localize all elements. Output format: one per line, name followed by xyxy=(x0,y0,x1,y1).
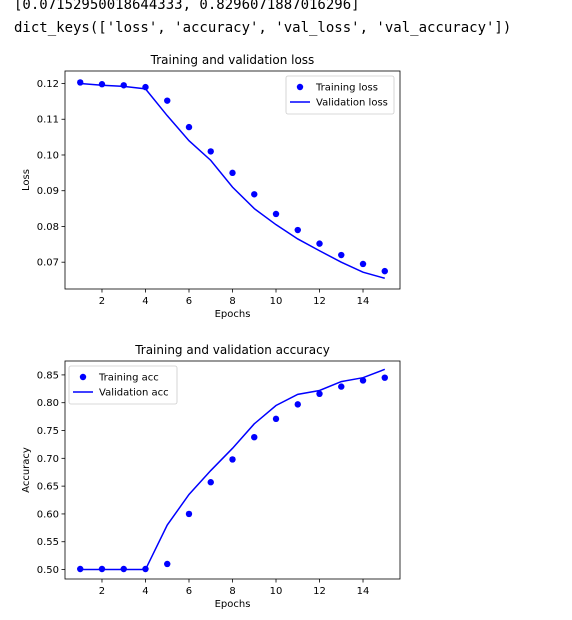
legend-label: Training loss xyxy=(315,83,378,94)
data-point-training xyxy=(381,374,388,381)
x-tick-label: 6 xyxy=(186,296,192,307)
y-axis-label: Accuracy xyxy=(21,447,32,493)
series-line-validation xyxy=(80,82,385,280)
y-axis-label: Loss xyxy=(21,169,32,191)
y-tick-label: 0.08 xyxy=(37,222,59,233)
legend-label: Validation loss xyxy=(316,98,388,109)
data-point-training xyxy=(316,240,323,247)
x-tick-label: 12 xyxy=(313,296,326,307)
x-tick-label: 8 xyxy=(229,296,235,307)
x-tick-label: 2 xyxy=(99,586,105,597)
data-point-training xyxy=(120,82,127,89)
y-tick-label: 0.80 xyxy=(37,398,59,409)
data-point-training xyxy=(207,479,214,486)
x-axis-label: Epochs xyxy=(215,599,251,610)
accuracy-chart: Training and validation accuracy 2 4 6 8 10 12… xyxy=(21,343,401,610)
legend-marker-training xyxy=(296,83,304,91)
data-point-training xyxy=(251,191,258,198)
data-point-training xyxy=(272,415,280,423)
y-tick-label: 0.60 xyxy=(37,509,59,520)
loss-chart: Training and validation loss 2 4 6 8 10 12 14 0.… xyxy=(21,53,401,320)
data-point-training xyxy=(185,123,193,131)
data-point-training xyxy=(185,510,193,518)
chart-title: Training and validation loss xyxy=(150,53,315,67)
y-tick-label: 0.85 xyxy=(37,370,59,381)
y-tick-label: 0.11 xyxy=(37,115,59,126)
output-line-metrics: [0.07152950018644333, 0.8296071887016296… xyxy=(14,0,360,13)
x-tick-label: 2 xyxy=(99,296,105,307)
x-tick-label: 14 xyxy=(357,586,370,597)
legend-marker-training xyxy=(79,373,87,381)
output-line-dict-keys: dict_keys(['loss', 'accuracy', 'val_loss… xyxy=(14,20,512,36)
chart-title: Training and validation accuracy xyxy=(134,343,330,357)
y-tick-label: 0.12 xyxy=(37,79,59,90)
x-tick-label: 6 xyxy=(186,586,192,597)
x-axis-label: Epochs xyxy=(215,309,251,320)
data-point-training xyxy=(207,148,214,155)
legend-label: Validation acc xyxy=(99,388,169,399)
x-tick-label: 10 xyxy=(270,296,283,307)
x-tick-label: 4 xyxy=(142,296,148,307)
data-point-training xyxy=(294,226,301,234)
x-tick-label: 4 xyxy=(142,586,148,597)
y-tick-label: 0.55 xyxy=(37,537,59,548)
x-tick-label: 10 xyxy=(270,586,283,597)
data-point-training xyxy=(294,401,301,408)
x-tick-label: 14 xyxy=(357,296,370,307)
data-point-training xyxy=(77,79,84,86)
legend-box xyxy=(68,365,178,405)
x-tick-label: 12 xyxy=(313,586,326,597)
y-tick-label: 0.70 xyxy=(37,454,59,465)
legend-label: Training acc xyxy=(98,373,159,384)
data-point-training xyxy=(164,560,171,568)
data-point-training xyxy=(359,377,367,384)
series-line-validation xyxy=(80,368,386,571)
y-tick-label: 0.09 xyxy=(37,186,59,197)
data-point-training xyxy=(164,97,171,104)
data-point-training xyxy=(272,210,280,218)
data-point-training xyxy=(229,456,236,463)
x-tick-label: 8 xyxy=(229,586,235,597)
data-point-training xyxy=(98,81,106,88)
data-point-training xyxy=(251,433,258,441)
legend-box xyxy=(285,75,395,115)
y-tick-label: 0.50 xyxy=(37,565,59,576)
data-point-training xyxy=(338,251,345,259)
data-point-training xyxy=(381,267,388,275)
data-point-training xyxy=(316,390,323,398)
y-tick-label: 0.65 xyxy=(37,482,59,493)
data-point-training xyxy=(359,260,367,268)
y-tick-label: 0.75 xyxy=(37,426,59,437)
y-tick-label: 0.07 xyxy=(37,258,59,269)
data-point-training xyxy=(338,383,345,390)
data-point-training xyxy=(229,169,236,177)
y-tick-label: 0.10 xyxy=(37,150,59,161)
